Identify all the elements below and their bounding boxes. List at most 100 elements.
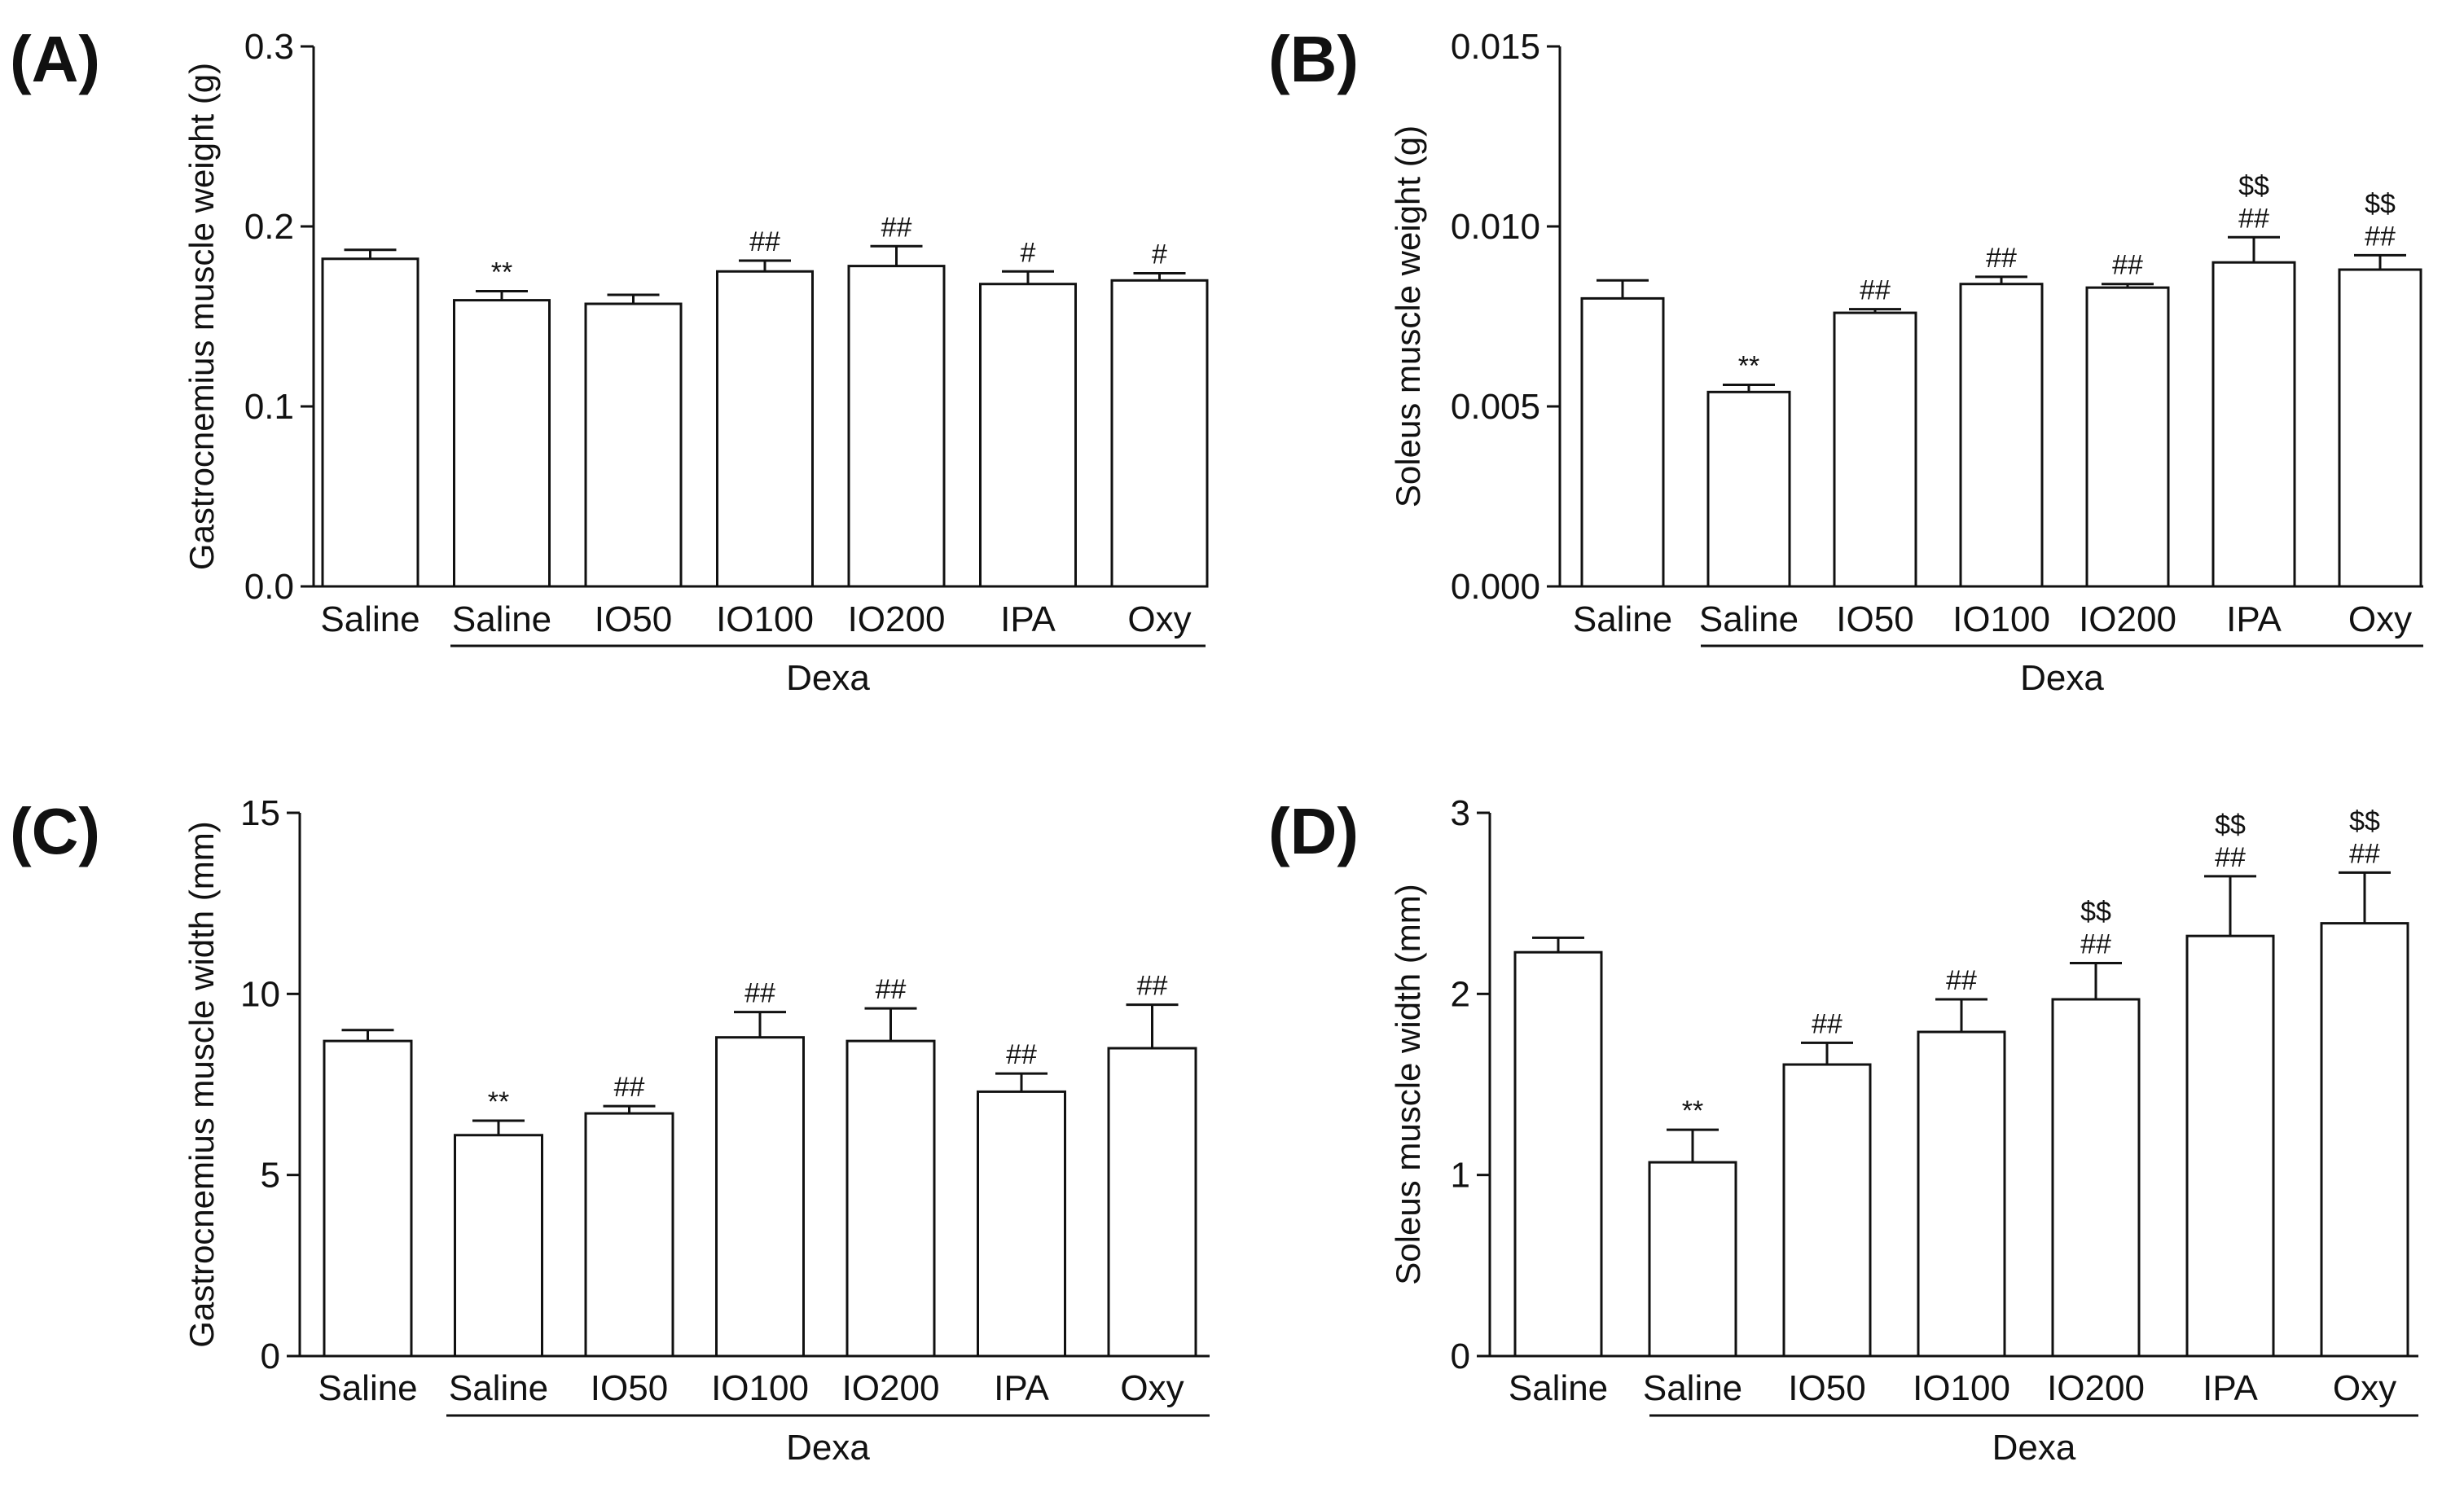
x-tick-label: IO100: [711, 1368, 809, 1408]
x-tick-label: Saline: [1699, 599, 1799, 639]
bar: [1580, 296, 1665, 588]
y-axis-title: Soleus muscle width (mm): [1389, 884, 1427, 1284]
x-tick-label: Saline: [320, 599, 419, 639]
x-tick-label: Oxy: [1127, 599, 1191, 639]
significance-mark: ##: [2112, 250, 2143, 281]
significance-mark: **: [1682, 1095, 1703, 1126]
significance-mark: ##: [749, 226, 780, 257]
significance-mark: ##: [614, 1072, 645, 1103]
y-tick-label: 0.1: [244, 387, 294, 427]
y-tick-label: 3: [1451, 793, 1470, 833]
significance-mark: ##: [1860, 275, 1891, 306]
bar: [845, 1039, 936, 1358]
y-tick-label: 0.0: [244, 567, 294, 607]
chart-panel-4: (D) 0 1 2 3 Soleus muscle width (mm) Saline ** S…: [1268, 793, 2418, 1468]
bar: [1513, 950, 1603, 1358]
chart-panel-2: (B) 0.000 0.005 0.010 0.015 Soleus muscle wei…: [1268, 23, 2423, 698]
significance-mark: ##: [1006, 1039, 1037, 1070]
significance-mark: ##: [876, 974, 907, 1005]
bar: [1107, 1047, 1197, 1358]
y-tick-label: 0: [261, 1337, 280, 1376]
group-label: Dexa: [1992, 1428, 2076, 1468]
bar: [2320, 922, 2409, 1358]
panel-label: (D): [1268, 795, 1359, 867]
chart-panel-1: (A) 0.0 0.1 0.2 0.3 Gastrocnemius muscle weig…: [10, 23, 1209, 698]
x-tick-label: IO200: [2079, 599, 2176, 639]
y-tick-label: 0.010: [1451, 207, 1540, 247]
bar: [323, 1039, 413, 1358]
x-tick-label: IO50: [595, 599, 672, 639]
bar: [1706, 390, 1791, 588]
y-tick-label: 2: [1451, 974, 1470, 1014]
y-tick-label: 1: [1451, 1156, 1470, 1196]
x-tick-label: IPA: [2203, 1368, 2258, 1408]
bar: [2185, 934, 2275, 1358]
significance-mark: ##: [1137, 971, 1168, 1002]
bar: [1110, 279, 1209, 588]
significance-mark: $$: [2238, 170, 2269, 201]
significance-mark: ##: [2080, 929, 2111, 960]
x-tick-label: Saline: [1573, 599, 1672, 639]
bar: [453, 299, 551, 588]
x-tick-label: Oxy: [1120, 1368, 1184, 1408]
panel-label: (A): [10, 23, 100, 95]
significance-mark: **: [488, 1086, 509, 1117]
x-tick-label: IPA: [994, 1368, 1049, 1408]
group-label: Dexa: [786, 1428, 870, 1468]
significance-mark: ##: [1986, 243, 2017, 274]
panel-label: (C): [10, 795, 100, 867]
x-tick-label: Saline: [1509, 1368, 1608, 1408]
x-tick-label: IO50: [1836, 599, 1913, 639]
x-tick-label: IO50: [1788, 1368, 1865, 1408]
y-tick-label: 0.005: [1451, 387, 1540, 427]
x-tick-label: IO200: [2047, 1368, 2145, 1408]
x-tick-label: IO100: [1952, 599, 2050, 639]
bar: [454, 1134, 543, 1358]
bar: [584, 1112, 674, 1358]
significance-mark: #: [1021, 237, 1036, 268]
significance-mark: ##: [2365, 221, 2396, 252]
bar: [847, 265, 946, 588]
bar: [2338, 268, 2422, 588]
significance-mark: **: [491, 257, 512, 288]
y-axis-title: Gastrocnemius muscle weight (g): [182, 63, 221, 570]
bar: [979, 283, 1077, 588]
bar: [1782, 1063, 1872, 1358]
x-tick-label: Oxy: [2348, 599, 2412, 639]
significance-mark: $$: [2080, 897, 2111, 928]
significance-mark: ##: [1812, 1008, 1843, 1039]
y-tick-label: 0.3: [244, 27, 294, 67]
x-tick-label: IPA: [1000, 599, 1056, 639]
bar: [2211, 261, 2296, 588]
bar: [584, 302, 683, 588]
y-axis-title: Soleus muscle weight (g): [1389, 125, 1427, 507]
x-tick-label: Saline: [318, 1368, 417, 1408]
y-tick-label: 0: [1451, 1337, 1470, 1376]
bar: [1917, 1030, 2006, 1358]
significance-mark: $$: [2349, 805, 2380, 836]
bar: [1959, 283, 2044, 588]
x-tick-label: IO50: [591, 1368, 668, 1408]
bar: [715, 1036, 805, 1358]
x-tick-label: IO100: [1913, 1368, 2010, 1408]
y-tick-label: 0.015: [1451, 27, 1540, 67]
bar: [2051, 998, 2141, 1358]
x-tick-label: Saline: [449, 1368, 548, 1408]
bar: [2085, 286, 2170, 588]
significance-mark: $$: [2215, 810, 2246, 841]
significance-mark: #: [1152, 239, 1167, 270]
group-label: Dexa: [2020, 658, 2104, 698]
bar: [1648, 1161, 1737, 1358]
x-tick-label: IO200: [848, 599, 946, 639]
y-tick-label: 10: [240, 974, 280, 1014]
bar: [1833, 311, 1917, 588]
bar: [977, 1090, 1066, 1358]
group-label: Dexa: [786, 658, 870, 698]
panel-label: (B): [1268, 23, 1359, 95]
significance-mark: ##: [2215, 842, 2246, 873]
y-axis-title: Gastrocnemius muscle width (mm): [182, 821, 221, 1347]
significance-mark: $$: [2365, 188, 2396, 219]
x-tick-label: Oxy: [2333, 1368, 2396, 1408]
y-tick-label: 15: [240, 793, 280, 833]
